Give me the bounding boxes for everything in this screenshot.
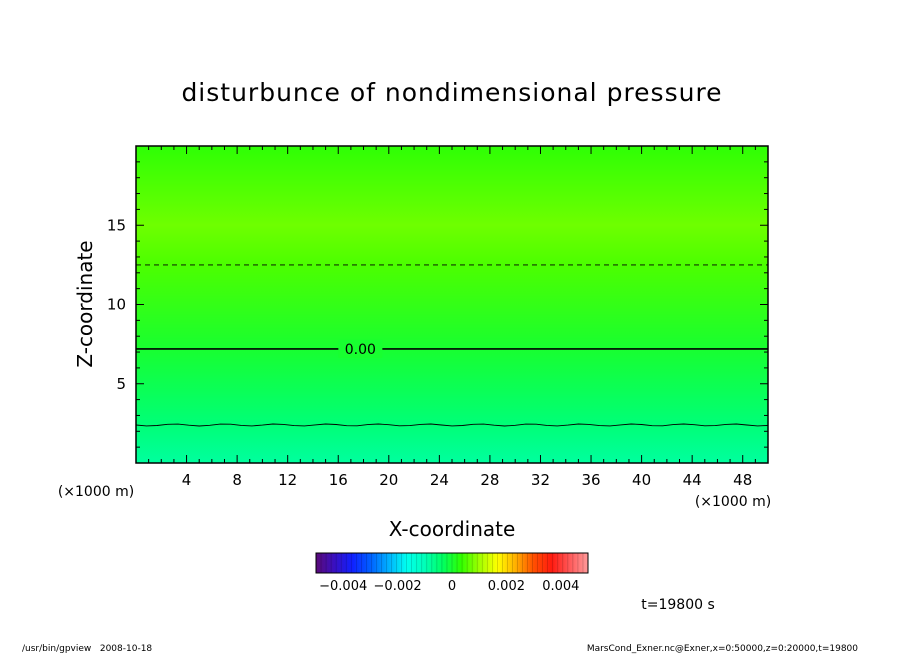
colorbar-frame	[315, 552, 589, 574]
y-tick-label: 10	[107, 296, 126, 314]
x-tick-label: 48	[733, 471, 752, 489]
x-axis-label: X-coordinate	[389, 517, 516, 541]
colorbar-steps	[320, 553, 584, 573]
x-tick-label: 36	[581, 471, 600, 489]
colorbar-tick-label: 0.002	[488, 579, 525, 594]
x-unit-label: (×1000 m)	[695, 494, 771, 510]
colorbar-tick-label: 0	[448, 579, 456, 594]
footer-right: MarsCond_Exner.nc@Exner,x=0:50000,z=0:20…	[587, 644, 858, 654]
contour-label-bg	[338, 339, 383, 358]
x-tick-label: 28	[480, 471, 499, 489]
x-tick-label: 40	[632, 471, 651, 489]
colorbar: −0.004 −0.002 0 0.002 0.004	[315, 552, 589, 594]
plot-frame	[135, 145, 769, 464]
y-tick-label: 5	[116, 375, 126, 393]
x-tick-labels: 4 8 12 16 20 24 28 32 36 40 44 48	[182, 471, 752, 489]
x-tick-label: 44	[683, 471, 702, 489]
x-tick-label: 4	[182, 471, 192, 489]
x-tick-label: 32	[531, 471, 550, 489]
x-tick-label: 16	[329, 471, 348, 489]
footer-left: /usr/bin/gpview 2008-10-18	[22, 644, 152, 654]
contour-label: 0.00	[345, 342, 376, 358]
colorbar-tick-label: −0.004	[319, 579, 367, 594]
colorbar-strip	[316, 553, 588, 573]
colorbar-tick-labels: −0.004 −0.002 0 0.002 0.004	[319, 579, 579, 594]
pressure-field	[136, 146, 768, 463]
x-tick-label: 24	[430, 471, 449, 489]
y-unit-label: (×1000 m)	[58, 484, 134, 500]
chart-title: disturbunce of nondimensional pressure	[181, 78, 722, 107]
x-tick-label: 20	[379, 471, 398, 489]
y-tick-labels: 5 10 15	[107, 216, 126, 393]
x-tick-label: 8	[232, 471, 242, 489]
colorbar-tick-label: 0.004	[542, 579, 579, 594]
contour-line-0	[135, 423, 769, 427]
time-label: t=19800 s	[641, 597, 715, 613]
plot-area: 0.00	[135, 145, 769, 464]
contour-lines: 0.00	[135, 264, 769, 427]
colorbar-tick-label: −0.002	[374, 579, 422, 594]
y-tick-label: 15	[107, 216, 126, 234]
y-axis-label: Z-coordinate	[73, 240, 97, 367]
x-tick-label: 12	[278, 471, 297, 489]
